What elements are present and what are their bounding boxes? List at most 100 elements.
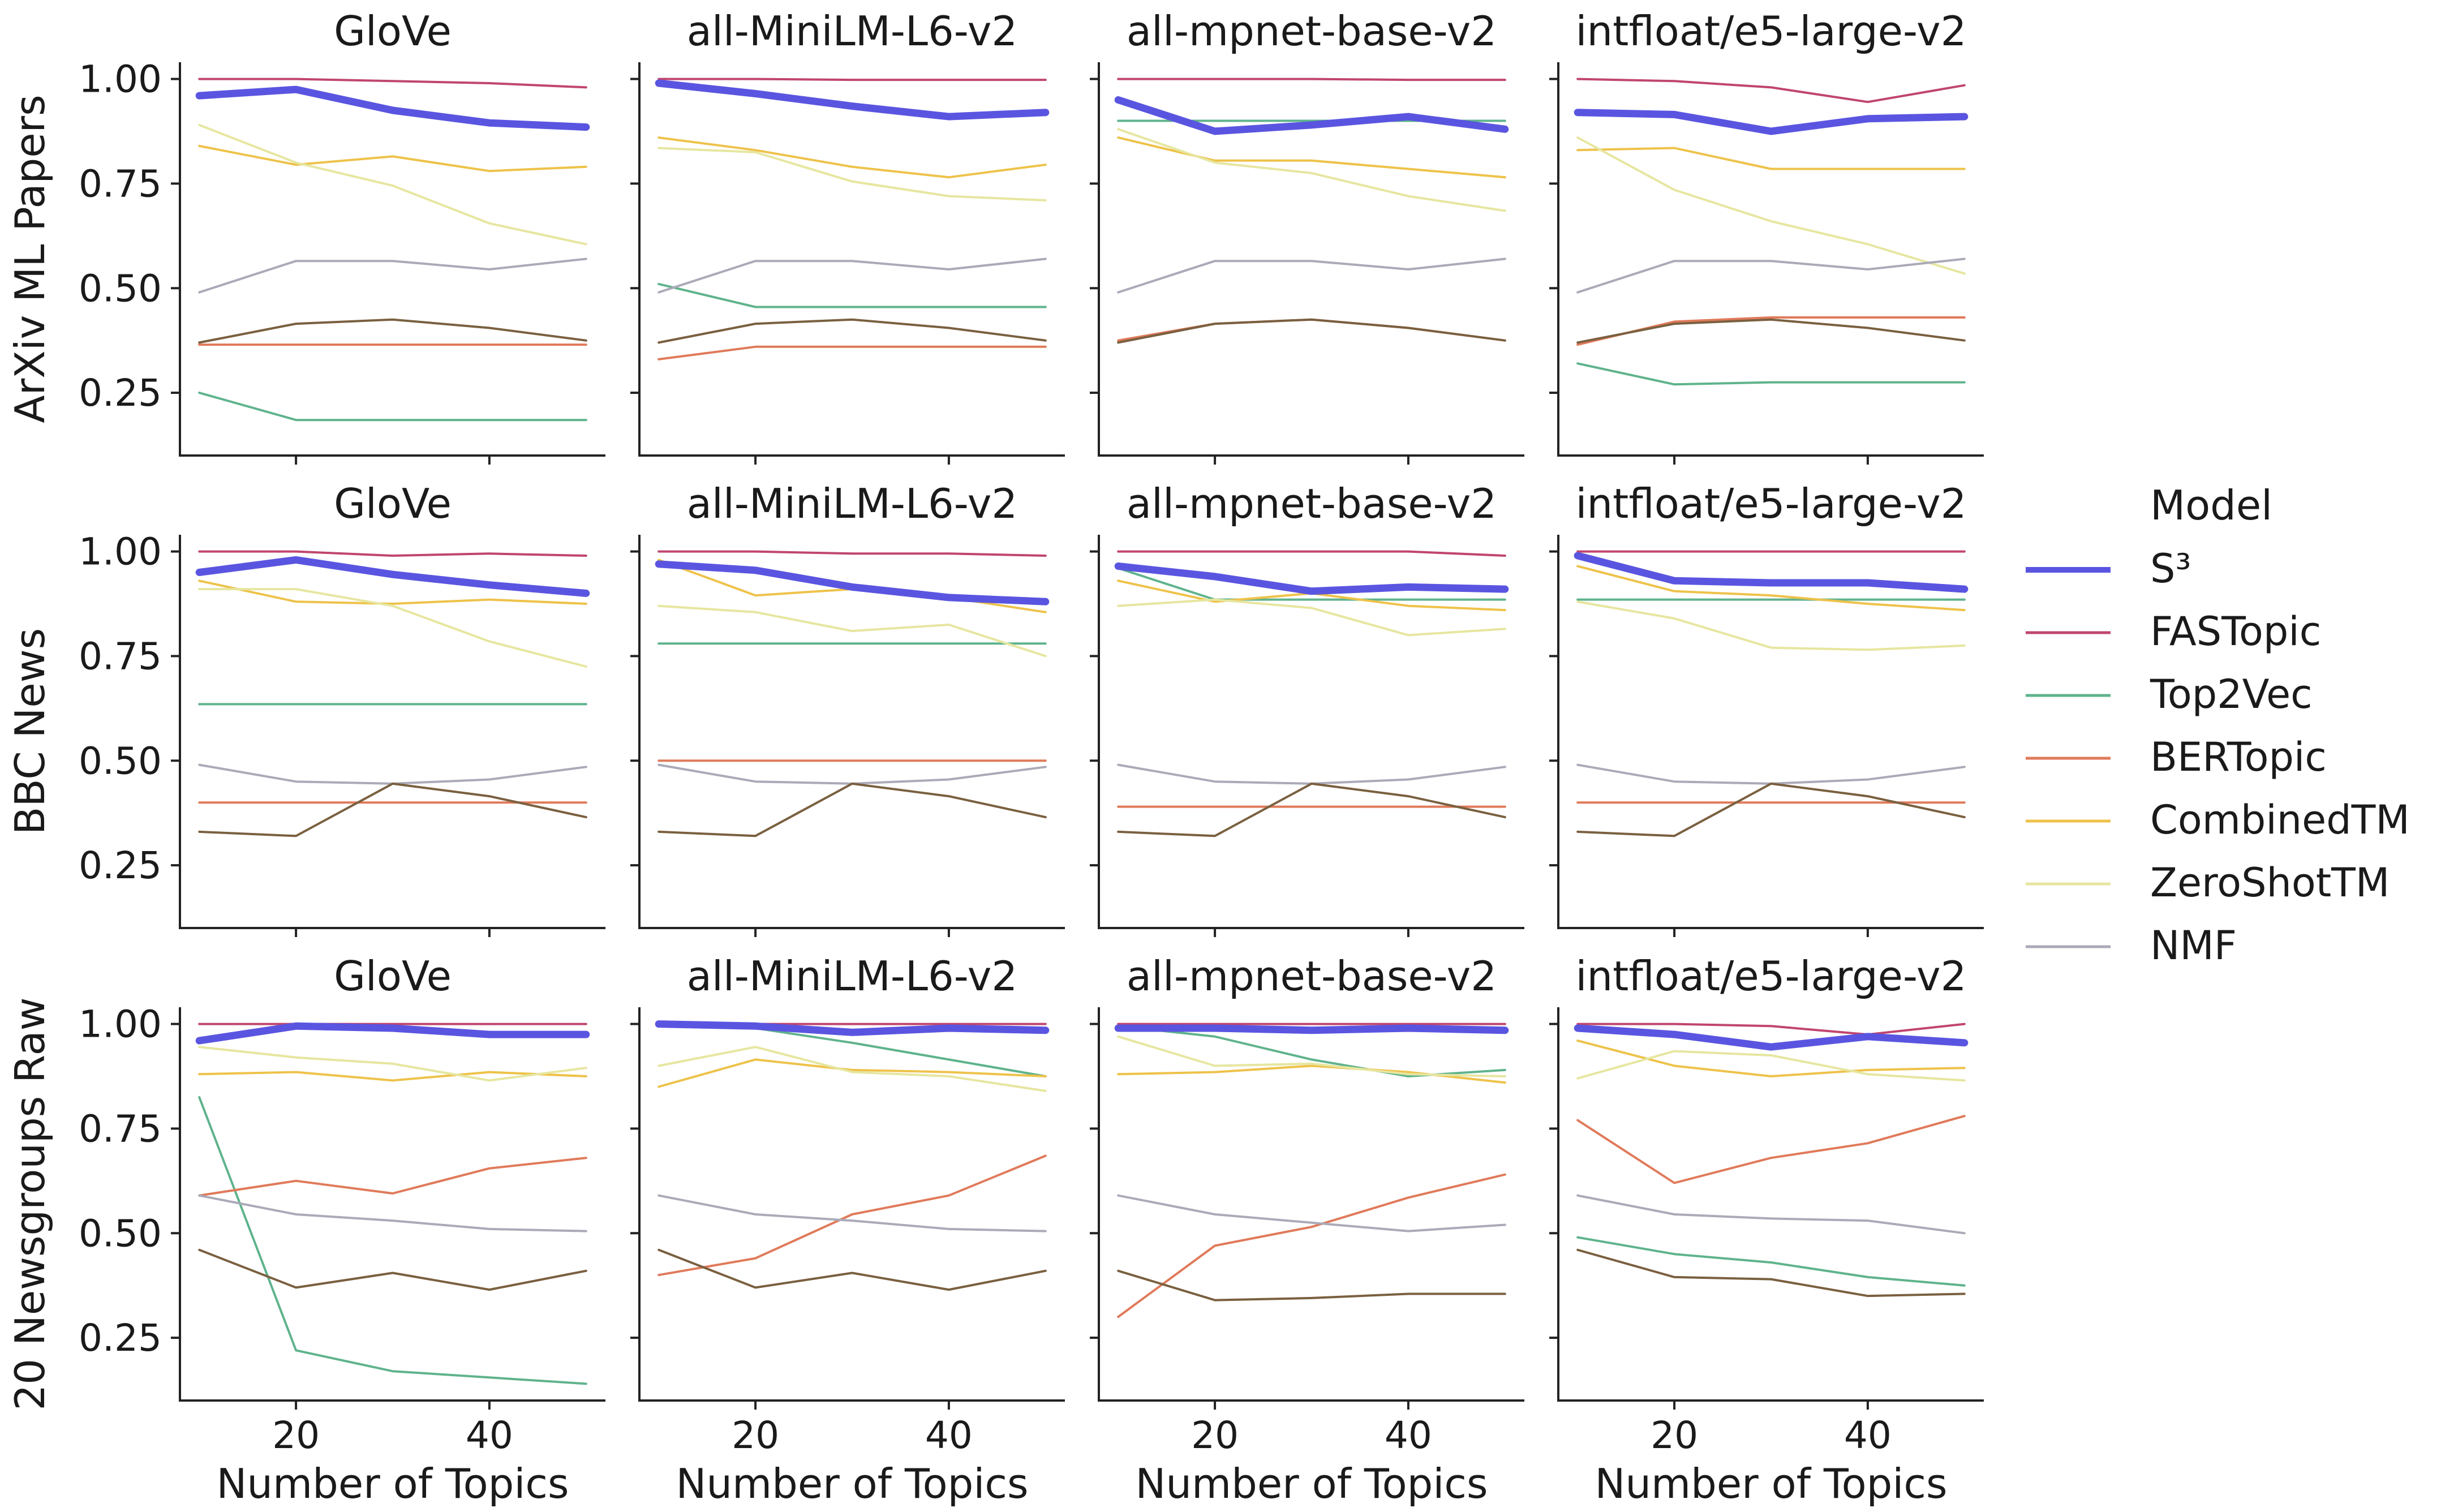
series-line-nmf (657, 763, 1047, 785)
series-line-zeroshottm (1117, 598, 1506, 637)
series-line-nmf (198, 257, 587, 294)
legend-label: CombinedTM (2150, 797, 2410, 843)
panel-title: all-MiniLM-L6-v2 (687, 952, 1017, 1000)
series-line-zeroshottm (198, 123, 587, 246)
axes-spines (1098, 62, 1524, 457)
series-line-zeroshottm (1576, 600, 1966, 651)
series-line-combinedtm (1576, 565, 1966, 612)
series-line-zeroshottm (1576, 136, 1966, 275)
series-line-s (655, 560, 1050, 605)
y-tick-label: 1.00 (79, 58, 162, 101)
legend-label: Top2Vec (2150, 671, 2313, 718)
axes-spines (1557, 62, 1984, 457)
series-line-s (195, 1022, 590, 1045)
x-tick-label: 40 (466, 1414, 513, 1457)
series-line-combinedtm (657, 1058, 1047, 1088)
series-line-bertopic (1117, 318, 1506, 342)
x-axis-title: Number of Topics (676, 1460, 1028, 1507)
legend: Model S³ FASTopic Top2Vec BERTopic CombinedTM… (2026, 482, 2410, 969)
series-line-top2vec (198, 1096, 587, 1385)
series-line-bertopic (657, 345, 1047, 360)
series-line-fastopic (657, 550, 1047, 557)
panel-title: all-mpnet-base-v2 (1127, 7, 1497, 55)
panel-title: intfloat/e5-large-v2 (1576, 7, 1967, 55)
legend-label: BERTopic (2150, 734, 2327, 780)
series-line-s (655, 1020, 1050, 1036)
series-line-s (1574, 109, 1969, 135)
panel-title: intfloat/e5-large-v2 (1576, 480, 1967, 527)
panel-r1-c0: GloVe 0.25 0.50 0.75 1.00 (79, 480, 605, 937)
series-line-zeroshottm (1117, 1035, 1506, 1077)
series-line-bertopic (657, 1154, 1047, 1277)
series-line-zeroshottm (657, 604, 1047, 658)
legend-item-fastopic: FASTopic (2026, 608, 2321, 655)
y-tick-label: 0.75 (79, 162, 162, 205)
series-line-top2vec (1117, 567, 1506, 601)
series-line-unlabeled (657, 318, 1047, 344)
y-tick-label: 0.75 (79, 1107, 162, 1150)
series-line-unlabeled (1576, 782, 1966, 837)
series-line-fastopic (1117, 78, 1506, 81)
series-line-unlabeled (1117, 318, 1506, 344)
panel-title: GloVe (334, 952, 452, 1000)
x-tick-label: 20 (1651, 1414, 1698, 1457)
y-tick-label: 0.25 (79, 1316, 162, 1360)
panel-title: all-mpnet-base-v2 (1127, 480, 1497, 527)
series-line-s (1574, 552, 1969, 593)
series-line-nmf (1117, 763, 1506, 785)
legend-item-s: S³ (2026, 545, 2191, 592)
y-tick-label: 1.00 (79, 530, 162, 574)
x-tick-label: 40 (925, 1414, 973, 1457)
series-line-s (195, 85, 590, 131)
legend-item-combinedtm: CombinedTM (2026, 797, 2410, 843)
legend-title: Model (2150, 482, 2272, 529)
series-line-unlabeled (657, 782, 1047, 837)
series-line-nmf (1117, 257, 1506, 294)
series-line-unlabeled (1576, 1248, 1966, 1298)
series-line-top2vec (1576, 1236, 1966, 1287)
panel-r1-c3: intfloat/e5-large-v2 (1549, 480, 1984, 937)
panel-title: GloVe (334, 7, 452, 55)
series-line-s (1114, 1024, 1509, 1034)
panel-r0-c2: all-mpnet-base-v2 (1090, 7, 1524, 465)
axes-spines (1557, 535, 1984, 929)
y-tick-label: 0.50 (79, 1212, 162, 1255)
series-line-zeroshottm (1576, 1050, 1966, 1082)
y-tick-label: 1.00 (79, 1003, 162, 1046)
series-line-zeroshottm (198, 1046, 587, 1082)
series-line-nmf (198, 763, 587, 785)
axes-spines (638, 1007, 1065, 1402)
legend-label: S³ (2150, 545, 2191, 592)
series-line-s (1114, 96, 1509, 135)
x-tick-label: 20 (272, 1414, 320, 1457)
series-line-fastopic (657, 78, 1047, 81)
series-line-unlabeled (657, 1248, 1047, 1291)
series-line-bertopic (198, 1157, 587, 1197)
series-line-fastopic (198, 78, 587, 89)
y-tick-label: 0.50 (79, 267, 162, 310)
series-line-nmf (657, 257, 1047, 294)
panel-title: all-mpnet-base-v2 (1127, 952, 1497, 1000)
series-line-unlabeled (198, 318, 587, 344)
series-line-zeroshottm (1117, 128, 1506, 212)
series-line-combinedtm (198, 144, 587, 173)
series-line-combinedtm (657, 136, 1047, 179)
series-line-s (1114, 562, 1509, 595)
series-line-s (1574, 1024, 1969, 1051)
x-axis-title: Number of Topics (1595, 1460, 1947, 1507)
series-line-bertopic (1117, 1173, 1506, 1318)
series-line-top2vec (657, 282, 1047, 308)
y-tick-label: 0.50 (79, 739, 162, 783)
panel-title: intfloat/e5-large-v2 (1576, 952, 1967, 1000)
series-line-top2vec (1576, 362, 1966, 386)
series-line-unlabeled (1576, 318, 1966, 344)
axes-spines (638, 535, 1065, 929)
series-line-fastopic (1576, 78, 1966, 104)
series-line-zeroshottm (657, 1046, 1047, 1092)
axes-spines (179, 1007, 605, 1402)
axes-spines (1098, 1007, 1524, 1402)
legend-item-top2vec: Top2Vec (2026, 671, 2313, 718)
